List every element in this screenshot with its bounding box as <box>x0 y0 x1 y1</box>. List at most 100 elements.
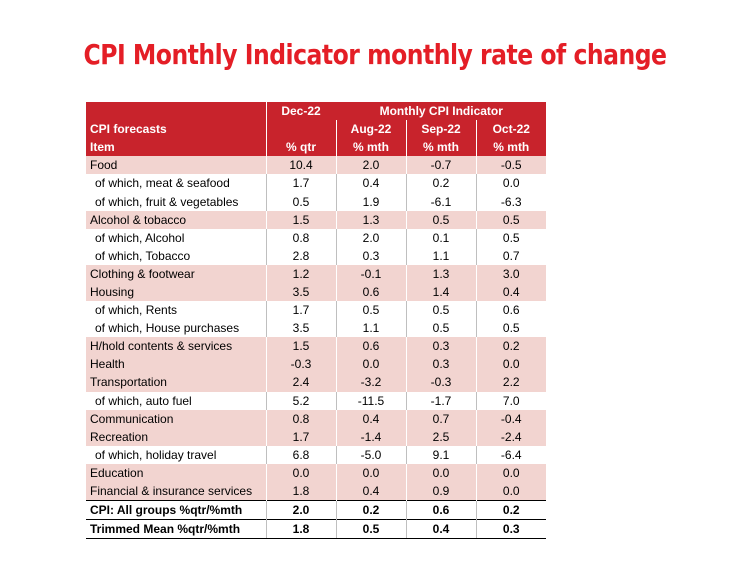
table-body: Food 10.4 2.0 -0.7 -0.5 of which, meat & seaf… <box>86 156 547 501</box>
cell-oct: -2.4 <box>475 427 547 446</box>
total-aug: 0.2 <box>335 500 406 520</box>
row-label: of which, Alcohol <box>86 228 266 247</box>
cell-sep: -0.7 <box>405 156 476 175</box>
cell-dec: 2.8 <box>265 246 336 265</box>
row-label: Health <box>86 355 266 374</box>
row-label: Clothing & footwear <box>86 264 266 283</box>
cell-dec: 3.5 <box>265 282 336 302</box>
row-label: of which, holiday travel <box>86 445 266 464</box>
table-row: Food 10.4 2.0 -0.7 -0.5 <box>86 156 547 175</box>
row-label: H/hold contents & services <box>86 337 266 356</box>
header-aug-label: Aug-22 <box>335 120 406 139</box>
table-subrow: of which, fruit & vegetables 0.5 1.9 -6.1 -6… <box>86 192 547 211</box>
cell-dec: 0.5 <box>265 192 336 211</box>
cell-dec: 2.4 <box>265 373 336 392</box>
cell-oct: 0.2 <box>475 337 547 356</box>
cell-aug: 0.4 <box>335 481 406 501</box>
cell-sep: 0.0 <box>405 463 476 482</box>
cell-aug: 1.1 <box>335 319 406 338</box>
cell-oct: 0.5 <box>475 228 547 247</box>
cell-oct: -0.4 <box>475 409 547 428</box>
table-subrow: of which, Tobacco 2.8 0.3 1.1 0.7 <box>86 246 547 265</box>
cell-sep: 0.2 <box>405 174 476 193</box>
cell-oct: 0.5 <box>475 210 547 229</box>
table-subrow: of which, meat & seafood 1.7 0.4 0.2 0.0 <box>86 174 547 193</box>
row-label: of which, fruit & vegetables <box>86 192 266 211</box>
table-row: Clothing & footwear 1.2 -0.1 1.3 3.0 <box>86 264 547 283</box>
cell-dec: 1.2 <box>265 264 336 283</box>
cell-sep: 0.5 <box>405 301 476 320</box>
total-label: Trimmed Mean %qtr/%mth <box>86 519 266 540</box>
cell-sep: 0.1 <box>405 228 476 247</box>
cell-sep: 0.5 <box>405 210 476 229</box>
row-label: of which, meat & seafood <box>86 174 266 193</box>
table-row: Financial & insurance services 1.8 0.4 0.9 0… <box>86 481 547 501</box>
total-oct: 0.3 <box>475 519 547 540</box>
row-label: Financial & insurance services <box>86 481 266 501</box>
cell-aug: 1.9 <box>335 192 406 211</box>
row-label: Housing <box>86 282 266 302</box>
total-row: CPI: All groups %qtr/%mth 2.0 0.2 0.6 0.2 <box>86 500 547 520</box>
cell-aug: 0.0 <box>335 355 406 374</box>
cell-aug: 0.5 <box>335 301 406 320</box>
cell-oct: -0.5 <box>475 156 547 175</box>
table-row: Alcohol & tobacco 1.5 1.3 0.5 0.5 <box>86 210 547 229</box>
table-totals: CPI: All groups %qtr/%mth 2.0 0.2 0.6 0.2 Tri… <box>86 500 547 540</box>
row-label: Food <box>86 156 266 175</box>
cell-oct: -6.3 <box>475 192 547 211</box>
cell-sep: 0.9 <box>405 481 476 501</box>
cell-aug: 0.6 <box>335 337 406 356</box>
row-label: of which, House purchases <box>86 319 266 338</box>
cell-dec: 6.8 <box>265 445 336 464</box>
row-label: Education <box>86 463 266 482</box>
cell-sep: 1.3 <box>405 264 476 283</box>
cell-oct: 0.0 <box>475 481 547 501</box>
table-subrow: of which, House purchases 3.5 1.1 0.5 0.5 <box>86 319 547 338</box>
table-header: Dec-22 Monthly CPI Indicator CPI forecas… <box>86 102 547 157</box>
table-subrow: of which, Alcohol 0.8 2.0 0.1 0.5 <box>86 228 547 247</box>
cell-sep: 1.1 <box>405 246 476 265</box>
cell-sep: -1.7 <box>405 391 476 410</box>
cell-aug: 2.0 <box>335 228 406 247</box>
cell-aug: 0.4 <box>335 409 406 428</box>
cell-dec: 1.5 <box>265 337 336 356</box>
table-row: Education 0.0 0.0 0.0 0.0 <box>86 463 547 482</box>
cell-aug: -11.5 <box>335 391 406 410</box>
table-row: Health -0.3 0.0 0.3 0.0 <box>86 355 547 374</box>
header-dec-blank <box>265 120 336 139</box>
cell-aug: 0.3 <box>335 246 406 265</box>
cell-aug: -1.4 <box>335 427 406 446</box>
cell-aug: -0.1 <box>335 264 406 283</box>
cell-dec: 1.7 <box>265 174 336 193</box>
cell-oct: 3.0 <box>475 264 547 283</box>
total-sep: 0.6 <box>405 500 476 520</box>
total-sep: 0.4 <box>405 519 476 540</box>
cpi-forecast-table: Dec-22 Monthly CPI Indicator CPI forecas… <box>86 102 547 540</box>
table-subrow: of which, Rents 1.7 0.5 0.5 0.6 <box>86 301 547 320</box>
cell-aug: -5.0 <box>335 445 406 464</box>
cell-dec: 0.0 <box>265 463 336 482</box>
table-subrow: of which, holiday travel 6.8 -5.0 9.1 -6.4 <box>86 445 547 464</box>
row-label: Transportation <box>86 373 266 392</box>
cell-oct: 0.7 <box>475 246 547 265</box>
cell-dec: 1.7 <box>265 427 336 446</box>
cell-aug: 0.6 <box>335 282 406 302</box>
cell-dec: 5.2 <box>265 391 336 410</box>
page-title: CPI Monthly Indicator monthly rate of ch… <box>83 38 667 71</box>
header-dec-label: Dec-22 <box>265 102 336 121</box>
cell-oct: 0.0 <box>475 355 547 374</box>
cell-oct: 0.4 <box>475 282 547 302</box>
cell-dec: -0.3 <box>265 355 336 374</box>
table-row: Transportation 2.4 -3.2 -0.3 2.2 <box>86 373 547 392</box>
cell-dec: 1.8 <box>265 481 336 501</box>
header-oct-unit: % mth <box>475 138 547 157</box>
total-oct: 0.2 <box>475 500 547 520</box>
table-row: Communication 0.8 0.4 0.7 -0.4 <box>86 409 547 428</box>
header-oct-label: Oct-22 <box>475 120 547 139</box>
cell-sep: 0.5 <box>405 319 476 338</box>
row-label: Alcohol & tobacco <box>86 210 266 229</box>
cell-oct: 0.6 <box>475 301 547 320</box>
cell-sep: 0.3 <box>405 337 476 356</box>
header-forecasts-label: CPI forecasts <box>86 120 266 139</box>
table-row: Recreation 1.7 -1.4 2.5 -2.4 <box>86 427 547 446</box>
